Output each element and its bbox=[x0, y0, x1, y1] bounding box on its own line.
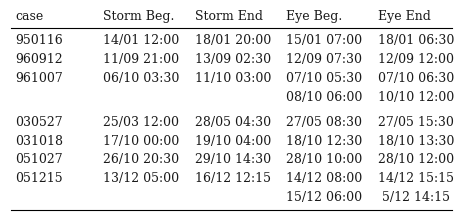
Text: 19/10 04:00: 19/10 04:00 bbox=[194, 135, 271, 148]
Text: 28/10 10:00: 28/10 10:00 bbox=[287, 153, 363, 166]
Text: Eye End: Eye End bbox=[378, 10, 431, 23]
Text: 11/10 03:00: 11/10 03:00 bbox=[194, 72, 271, 85]
Text: 26/10 20:30: 26/10 20:30 bbox=[103, 153, 179, 166]
Text: 27/05 08:30: 27/05 08:30 bbox=[287, 116, 362, 129]
Text: 12/09 07:30: 12/09 07:30 bbox=[287, 53, 362, 66]
Text: 18/01 06:30: 18/01 06:30 bbox=[378, 34, 455, 47]
Text: 28/10 12:00: 28/10 12:00 bbox=[378, 153, 455, 166]
Text: 28/05 04:30: 28/05 04:30 bbox=[194, 116, 271, 129]
Text: Storm End: Storm End bbox=[194, 10, 263, 23]
Text: 17/10 00:00: 17/10 00:00 bbox=[103, 135, 179, 148]
Text: 25/03 12:00: 25/03 12:00 bbox=[103, 116, 178, 129]
Text: 08/10 06:00: 08/10 06:00 bbox=[287, 91, 363, 104]
Text: 06/10 03:30: 06/10 03:30 bbox=[103, 72, 179, 85]
Text: 16/12 12:15: 16/12 12:15 bbox=[194, 172, 271, 185]
Text: 14/01 12:00: 14/01 12:00 bbox=[103, 34, 179, 47]
Text: 051027: 051027 bbox=[15, 153, 63, 166]
Text: 10/10 12:00: 10/10 12:00 bbox=[378, 91, 455, 104]
Text: 18/10 12:30: 18/10 12:30 bbox=[287, 135, 363, 148]
Text: 18/10 13:30: 18/10 13:30 bbox=[378, 135, 455, 148]
Text: 13/09 02:30: 13/09 02:30 bbox=[194, 53, 271, 66]
Text: 950116: 950116 bbox=[15, 34, 63, 47]
Text: 5/12 14:15: 5/12 14:15 bbox=[378, 191, 450, 204]
Text: 031018: 031018 bbox=[15, 135, 63, 148]
Text: 27/05 15:30: 27/05 15:30 bbox=[378, 116, 455, 129]
Text: 14/12 08:00: 14/12 08:00 bbox=[287, 172, 363, 185]
Text: case: case bbox=[15, 10, 44, 23]
Text: 15/12 06:00: 15/12 06:00 bbox=[287, 191, 363, 204]
Text: 051215: 051215 bbox=[15, 172, 63, 185]
Text: 18/01 20:00: 18/01 20:00 bbox=[194, 34, 271, 47]
Text: 07/10 05:30: 07/10 05:30 bbox=[287, 72, 363, 85]
Text: 960912: 960912 bbox=[15, 53, 63, 66]
Text: 13/12 05:00: 13/12 05:00 bbox=[103, 172, 179, 185]
Text: 11/09 21:00: 11/09 21:00 bbox=[103, 53, 179, 66]
Text: 15/01 07:00: 15/01 07:00 bbox=[287, 34, 363, 47]
Text: 961007: 961007 bbox=[15, 72, 63, 85]
Text: 29/10 14:30: 29/10 14:30 bbox=[194, 153, 271, 166]
Text: Storm Beg.: Storm Beg. bbox=[103, 10, 174, 23]
Text: 12/09 12:00: 12/09 12:00 bbox=[378, 53, 455, 66]
Text: 030527: 030527 bbox=[15, 116, 63, 129]
Text: Eye Beg.: Eye Beg. bbox=[287, 10, 343, 23]
Text: 14/12 15:15: 14/12 15:15 bbox=[378, 172, 455, 185]
Text: 07/10 06:30: 07/10 06:30 bbox=[378, 72, 455, 85]
